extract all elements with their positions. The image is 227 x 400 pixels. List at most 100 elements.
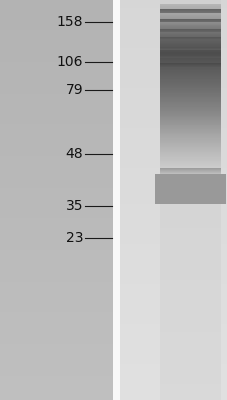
Bar xyxy=(159,184,220,188)
Bar xyxy=(157,174,222,180)
Bar xyxy=(0,316,112,318)
Bar xyxy=(119,64,227,68)
Bar xyxy=(159,128,220,132)
Bar xyxy=(159,49,220,50)
Bar xyxy=(159,175,220,176)
Bar xyxy=(159,288,220,292)
Bar xyxy=(0,258,112,260)
Bar xyxy=(0,334,112,336)
Bar xyxy=(0,104,112,106)
Bar xyxy=(0,122,112,124)
Bar xyxy=(119,28,227,32)
Bar xyxy=(159,72,220,74)
Bar xyxy=(159,52,220,53)
Bar xyxy=(159,122,220,124)
Bar xyxy=(0,284,112,286)
Bar xyxy=(159,106,220,107)
Bar xyxy=(159,55,220,56)
Bar xyxy=(159,197,220,198)
Bar xyxy=(157,186,222,192)
Bar xyxy=(0,10,112,12)
Bar xyxy=(119,168,227,172)
Bar xyxy=(0,72,112,74)
Bar xyxy=(0,40,112,42)
Bar xyxy=(159,82,220,83)
Bar xyxy=(119,216,227,220)
Bar xyxy=(0,44,112,46)
Bar xyxy=(159,32,220,33)
Bar xyxy=(119,76,227,80)
Bar xyxy=(159,137,220,138)
Bar xyxy=(119,144,227,148)
Bar xyxy=(159,114,220,115)
Bar xyxy=(0,42,112,44)
Bar xyxy=(0,14,112,16)
Bar xyxy=(159,126,220,128)
Bar xyxy=(159,360,220,364)
Bar xyxy=(159,179,220,180)
Bar xyxy=(159,89,220,90)
Bar xyxy=(0,214,112,216)
Bar xyxy=(0,18,112,20)
Bar xyxy=(159,168,220,169)
Bar xyxy=(159,201,220,202)
Bar xyxy=(0,346,112,348)
Bar xyxy=(159,118,220,119)
Bar xyxy=(159,19,220,20)
Bar xyxy=(119,320,227,324)
Bar xyxy=(159,38,220,39)
Bar xyxy=(0,390,112,392)
Bar xyxy=(159,150,220,152)
Bar xyxy=(159,188,220,189)
Bar xyxy=(159,69,220,70)
Bar xyxy=(159,105,220,106)
Bar xyxy=(159,364,220,368)
Bar xyxy=(159,177,220,178)
Bar xyxy=(0,184,112,186)
Bar xyxy=(0,160,112,162)
Bar xyxy=(0,30,112,32)
Bar xyxy=(159,38,220,39)
Bar xyxy=(119,360,227,364)
Bar xyxy=(119,324,227,328)
Bar xyxy=(159,280,220,284)
Bar xyxy=(159,21,220,22)
Bar xyxy=(119,120,227,124)
Bar xyxy=(159,164,220,165)
Bar xyxy=(159,66,220,67)
Bar xyxy=(159,80,220,84)
Bar xyxy=(0,242,112,244)
Bar xyxy=(159,9,220,10)
Bar xyxy=(119,268,227,272)
Bar xyxy=(0,156,112,158)
Bar xyxy=(0,200,112,202)
Bar xyxy=(159,142,220,143)
Bar xyxy=(159,186,220,187)
Bar xyxy=(0,380,112,382)
Bar xyxy=(0,58,112,60)
Bar xyxy=(159,77,220,79)
Bar xyxy=(159,47,220,48)
Bar xyxy=(119,100,227,104)
Bar xyxy=(159,64,220,65)
Bar xyxy=(0,388,112,390)
Bar xyxy=(159,220,220,224)
Bar xyxy=(159,14,220,16)
Bar xyxy=(0,300,112,302)
Bar xyxy=(0,12,112,14)
Bar xyxy=(159,86,220,87)
Bar xyxy=(159,29,220,30)
Bar xyxy=(159,123,220,124)
Bar xyxy=(119,196,227,200)
Bar xyxy=(159,40,220,42)
Bar xyxy=(159,68,220,70)
Bar xyxy=(0,154,112,156)
Bar xyxy=(0,250,112,252)
Bar xyxy=(159,272,220,276)
Bar xyxy=(0,80,112,82)
Bar xyxy=(159,256,220,260)
Bar xyxy=(159,27,220,28)
Bar xyxy=(119,188,227,192)
Bar xyxy=(159,48,220,49)
Bar xyxy=(0,210,112,212)
